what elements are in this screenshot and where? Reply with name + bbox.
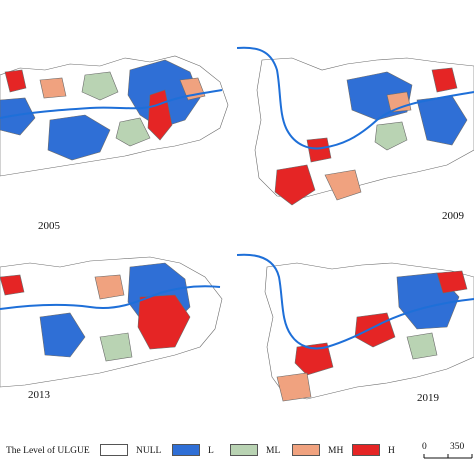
region-low-2013 [39, 312, 86, 358]
region-ml-2019 [406, 332, 438, 360]
region-mh-2019 [276, 372, 312, 402]
legend-swatch-ml [230, 444, 258, 456]
scale-bar-line [423, 454, 473, 459]
legend-label-null: NULL [136, 446, 162, 456]
legend-label-l: L [208, 446, 214, 456]
scale-label-end: 350 [450, 442, 465, 452]
region-low-2005 [47, 114, 111, 161]
region-mh-2009 [324, 169, 362, 201]
map-2013 [0, 256, 223, 388]
region-high-2019 [294, 342, 334, 376]
map-2019 [237, 253, 474, 402]
region-high-2009 [306, 137, 332, 163]
map-panel-2013: 2013 [0, 237, 237, 440]
region-mh-2013 [94, 274, 125, 300]
year-label-2009: 2009 [442, 210, 464, 222]
region-high-2005 [4, 69, 27, 93]
legend-label-h: H [388, 446, 395, 456]
scale-bar: 0 350 [422, 442, 474, 468]
map-panel-2005: 2005 [0, 0, 237, 237]
year-label-2005: 2005 [38, 220, 60, 232]
region-ml-2005 [81, 71, 119, 101]
region-high-2009 [431, 67, 458, 93]
map-panel-2019: 2019 [237, 237, 474, 440]
region-high-2013 [0, 274, 25, 296]
legend-label-ml: ML [266, 446, 281, 456]
region-mh-2009 [386, 91, 412, 113]
river-2019 [237, 253, 474, 350]
region-ml-2009 [374, 121, 408, 151]
legend-swatch-h [352, 444, 380, 456]
river-2013 [0, 285, 221, 310]
river-2009 [237, 46, 474, 150]
river-2005 [0, 89, 223, 119]
region-ml-2013 [99, 332, 133, 362]
map-2005 [0, 55, 229, 177]
legend-title: The Level of ULGUE [6, 446, 90, 456]
legend-swatch-null [100, 444, 128, 456]
legend-label-mh: MH [328, 446, 344, 456]
year-label-2013: 2013 [28, 389, 50, 401]
region-mh-2005 [39, 77, 67, 99]
region-low-2005 [0, 97, 36, 136]
region-high-2013 [137, 294, 191, 350]
map-2009 [237, 46, 474, 206]
region-ml-2005 [115, 117, 151, 147]
map-panel-2009: 2009 [237, 0, 474, 237]
region-high-2019 [436, 270, 468, 294]
region-high-2009 [274, 164, 316, 206]
legend-swatch-l [172, 444, 200, 456]
year-label-2019: 2019 [417, 392, 439, 404]
region-basin-2009 [254, 57, 474, 199]
legend-swatch-mh [292, 444, 320, 456]
legend: The Level of ULGUE NULL L ML MH H 0 350 [0, 440, 474, 474]
scale-label-start: 0 [422, 442, 427, 452]
